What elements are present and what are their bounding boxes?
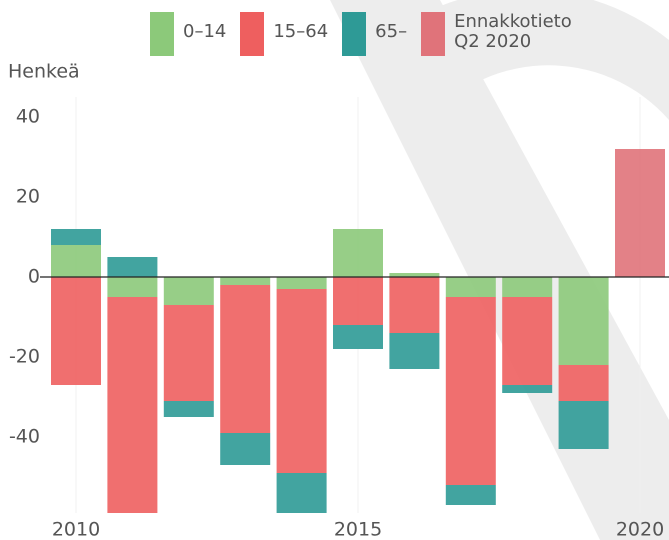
bar-segment [502,385,552,393]
bar-segment [164,305,214,401]
bar-segment [615,149,665,277]
legend-item: Ennakkotieto Q2 2020 [421,12,584,56]
chart: Henkeä -40 -20 0 20 40 2010 2015 2020 [0,0,669,540]
bar-segment [446,277,496,297]
legend-swatch [240,12,264,56]
bar-segment [51,229,101,245]
bar-segment [389,333,439,369]
legend-label: 65– [375,12,407,42]
bar-segment [559,365,609,401]
legend-swatch [342,12,366,56]
x-tick-label: 2020 [616,519,664,540]
bar-segment [559,277,609,365]
bar-segment [333,325,383,349]
bar-segment [164,277,214,305]
legend-label: Ennakkotieto Q2 2020 [454,12,584,52]
bar-segment [107,297,157,513]
bar-segment [446,485,496,505]
legend-item: 15–64 [240,12,328,56]
y-axis-label: Henkeä [8,61,80,83]
chart-page: Henkeä -40 -20 0 20 40 2010 2015 2020 0–14 15–64… [0,0,669,540]
y-tick-label: 20 [16,186,40,208]
bar-segment [277,473,327,513]
legend-label: 0–14 [183,12,226,42]
bar-segment [333,277,383,325]
legend-swatch [150,12,174,56]
bar-segment [277,277,327,289]
bar-segment [107,277,157,297]
bar-segment [389,277,439,333]
y-tick-label: 0 [28,266,40,288]
bar-segment [220,285,270,433]
bar-segment [51,277,101,385]
x-tick-label: 2010 [52,519,100,540]
bar-segment [502,297,552,385]
legend-swatch [421,12,445,56]
legend-item: 65– [342,12,407,56]
y-tick-label: -20 [9,346,40,368]
bar-segment [107,257,157,277]
bar-segment [220,433,270,465]
y-tick-label: -40 [9,426,40,448]
y-tick-label: 40 [16,106,40,128]
legend: 0–14 15–64 65– Ennakkotieto Q2 2020 [150,12,584,56]
legend-label: 15–64 [273,12,328,42]
bar-segment [164,401,214,417]
bar-segment [559,401,609,449]
bar-segment [220,277,270,285]
bar-segment [277,289,327,473]
bar-segment [51,245,101,277]
legend-item: 0–14 [150,12,226,56]
x-tick-label: 2015 [334,519,382,540]
bar-segment [502,277,552,297]
bar-segment [446,297,496,485]
bar-segment [333,229,383,277]
